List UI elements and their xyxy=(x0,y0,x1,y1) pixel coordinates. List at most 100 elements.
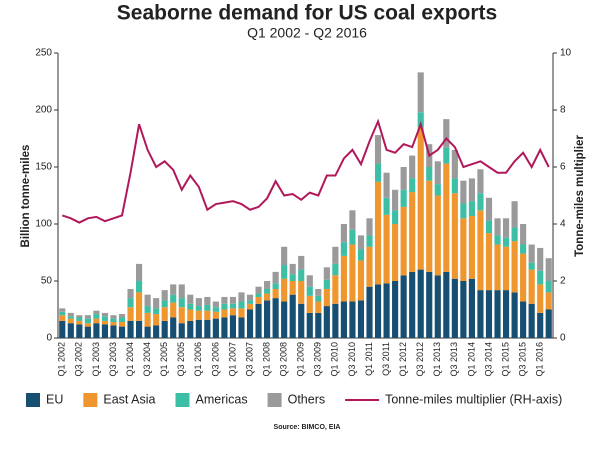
legend-swatch xyxy=(26,393,40,407)
bar-segment xyxy=(460,218,467,281)
bar-segment xyxy=(392,281,399,338)
y-tick-label: 150 xyxy=(35,162,52,173)
bar-segment xyxy=(306,286,313,296)
x-tick-label: Q3 2013 xyxy=(449,342,459,377)
bar-segment xyxy=(332,303,339,338)
bar-segment xyxy=(110,325,117,338)
bar-segment xyxy=(477,290,484,338)
y2-axis-title: Tonne-miles multiplier xyxy=(574,135,586,257)
bar-segment xyxy=(400,206,407,276)
bar-segment xyxy=(204,319,211,338)
bar-segment xyxy=(323,279,330,289)
bar-segment xyxy=(494,235,501,245)
bar-segment xyxy=(221,303,228,310)
bar-segment xyxy=(477,210,484,291)
bar-segment xyxy=(195,319,202,338)
bar-segment xyxy=(136,281,143,293)
x-tick-label: Q1 2010 xyxy=(330,342,340,377)
bar-segment xyxy=(59,320,66,338)
bar-segment xyxy=(332,263,339,276)
y-tick-label: 250 xyxy=(35,48,52,59)
bar-segment xyxy=(187,309,194,321)
bar-segment xyxy=(281,278,288,302)
bar-segment xyxy=(178,323,185,338)
bar-segment xyxy=(460,180,467,204)
bar-segment xyxy=(520,301,527,338)
bar-segment xyxy=(417,127,424,270)
bar-segment xyxy=(392,189,399,211)
bar-segment xyxy=(170,294,177,303)
bar-segment xyxy=(67,316,74,319)
bar-segment xyxy=(374,284,382,338)
bar-segment xyxy=(118,317,126,323)
bar-segment xyxy=(93,310,100,315)
y2-tick-label: 2 xyxy=(560,276,566,287)
bar-segment xyxy=(323,306,330,338)
bar-segment xyxy=(127,298,134,308)
bar-segment xyxy=(417,72,424,113)
bar-segment xyxy=(443,119,450,148)
bar-segment xyxy=(315,312,322,338)
x-tick-label: Q3 2014 xyxy=(483,342,493,377)
bar-segment xyxy=(520,224,527,245)
bar-segment xyxy=(332,275,339,304)
bar-segment xyxy=(272,298,279,338)
bar-segment xyxy=(409,155,416,179)
bar-segment xyxy=(451,278,458,338)
bar-segment xyxy=(298,303,305,338)
bar-segment xyxy=(434,275,441,338)
bar-segment xyxy=(101,324,109,338)
y2-tick-label: 8 xyxy=(560,105,566,116)
x-tick-label: Q1 2004 xyxy=(125,342,135,377)
y2-tick-label: 4 xyxy=(560,219,566,230)
bar-segment xyxy=(426,271,433,338)
bar-segment xyxy=(238,301,245,309)
bar-segment xyxy=(434,195,441,276)
bar-segment xyxy=(93,323,100,338)
bar-segment xyxy=(101,320,109,325)
legend-label: Americas xyxy=(196,392,248,406)
legend-label: East Asia xyxy=(103,392,155,406)
bar-segment xyxy=(537,270,544,285)
legend-swatch xyxy=(267,393,282,407)
bar-segment xyxy=(434,161,441,185)
y-tick-label: 100 xyxy=(35,219,52,230)
x-tick-label: Q1 2003 xyxy=(91,342,101,377)
bar-segment xyxy=(528,303,535,338)
bar-segment xyxy=(485,197,493,221)
x-tick-label: Q3 2005 xyxy=(176,342,186,377)
bar-segment xyxy=(383,214,390,284)
bar-segment xyxy=(460,281,467,338)
bar-segment xyxy=(118,322,126,327)
bar-segment xyxy=(545,309,552,338)
bar-segment xyxy=(315,301,322,313)
bar-segment xyxy=(443,147,450,164)
bar-segment xyxy=(366,246,373,287)
bar-segment xyxy=(409,192,416,272)
x-tick-label: Q1 2013 xyxy=(432,342,442,377)
bar-segment xyxy=(153,298,160,309)
bar-segment xyxy=(383,172,390,198)
bar-segment xyxy=(528,244,535,263)
bar-segment xyxy=(443,271,450,338)
legend-swatch xyxy=(83,393,98,407)
bar-segment xyxy=(127,307,134,321)
bar-segment xyxy=(468,278,475,338)
bar-segment xyxy=(178,298,185,308)
bar-segment xyxy=(289,263,296,275)
bar-segment xyxy=(76,320,83,325)
bar-segment xyxy=(195,298,202,307)
bar-segment xyxy=(67,318,74,324)
bar-segment xyxy=(76,317,83,321)
bar-segment xyxy=(366,286,373,338)
bar-segment xyxy=(246,300,254,304)
bar-segment xyxy=(101,316,109,321)
bar-segment xyxy=(511,201,518,228)
bar-segment xyxy=(357,235,365,250)
bar-segment xyxy=(537,284,544,313)
bar-segment xyxy=(289,294,296,338)
bar-segment xyxy=(315,295,322,302)
y2-tick-label: 6 xyxy=(560,162,566,173)
bar-segment xyxy=(417,112,424,128)
